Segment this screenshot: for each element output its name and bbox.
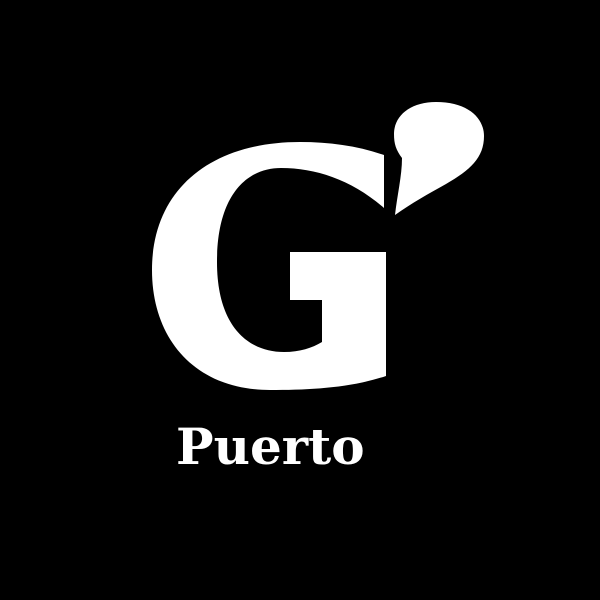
- brand-wordmark: Puerto: [176, 417, 365, 476]
- logo-letter-g: [152, 142, 386, 390]
- logo-drop-accent: [394, 102, 484, 215]
